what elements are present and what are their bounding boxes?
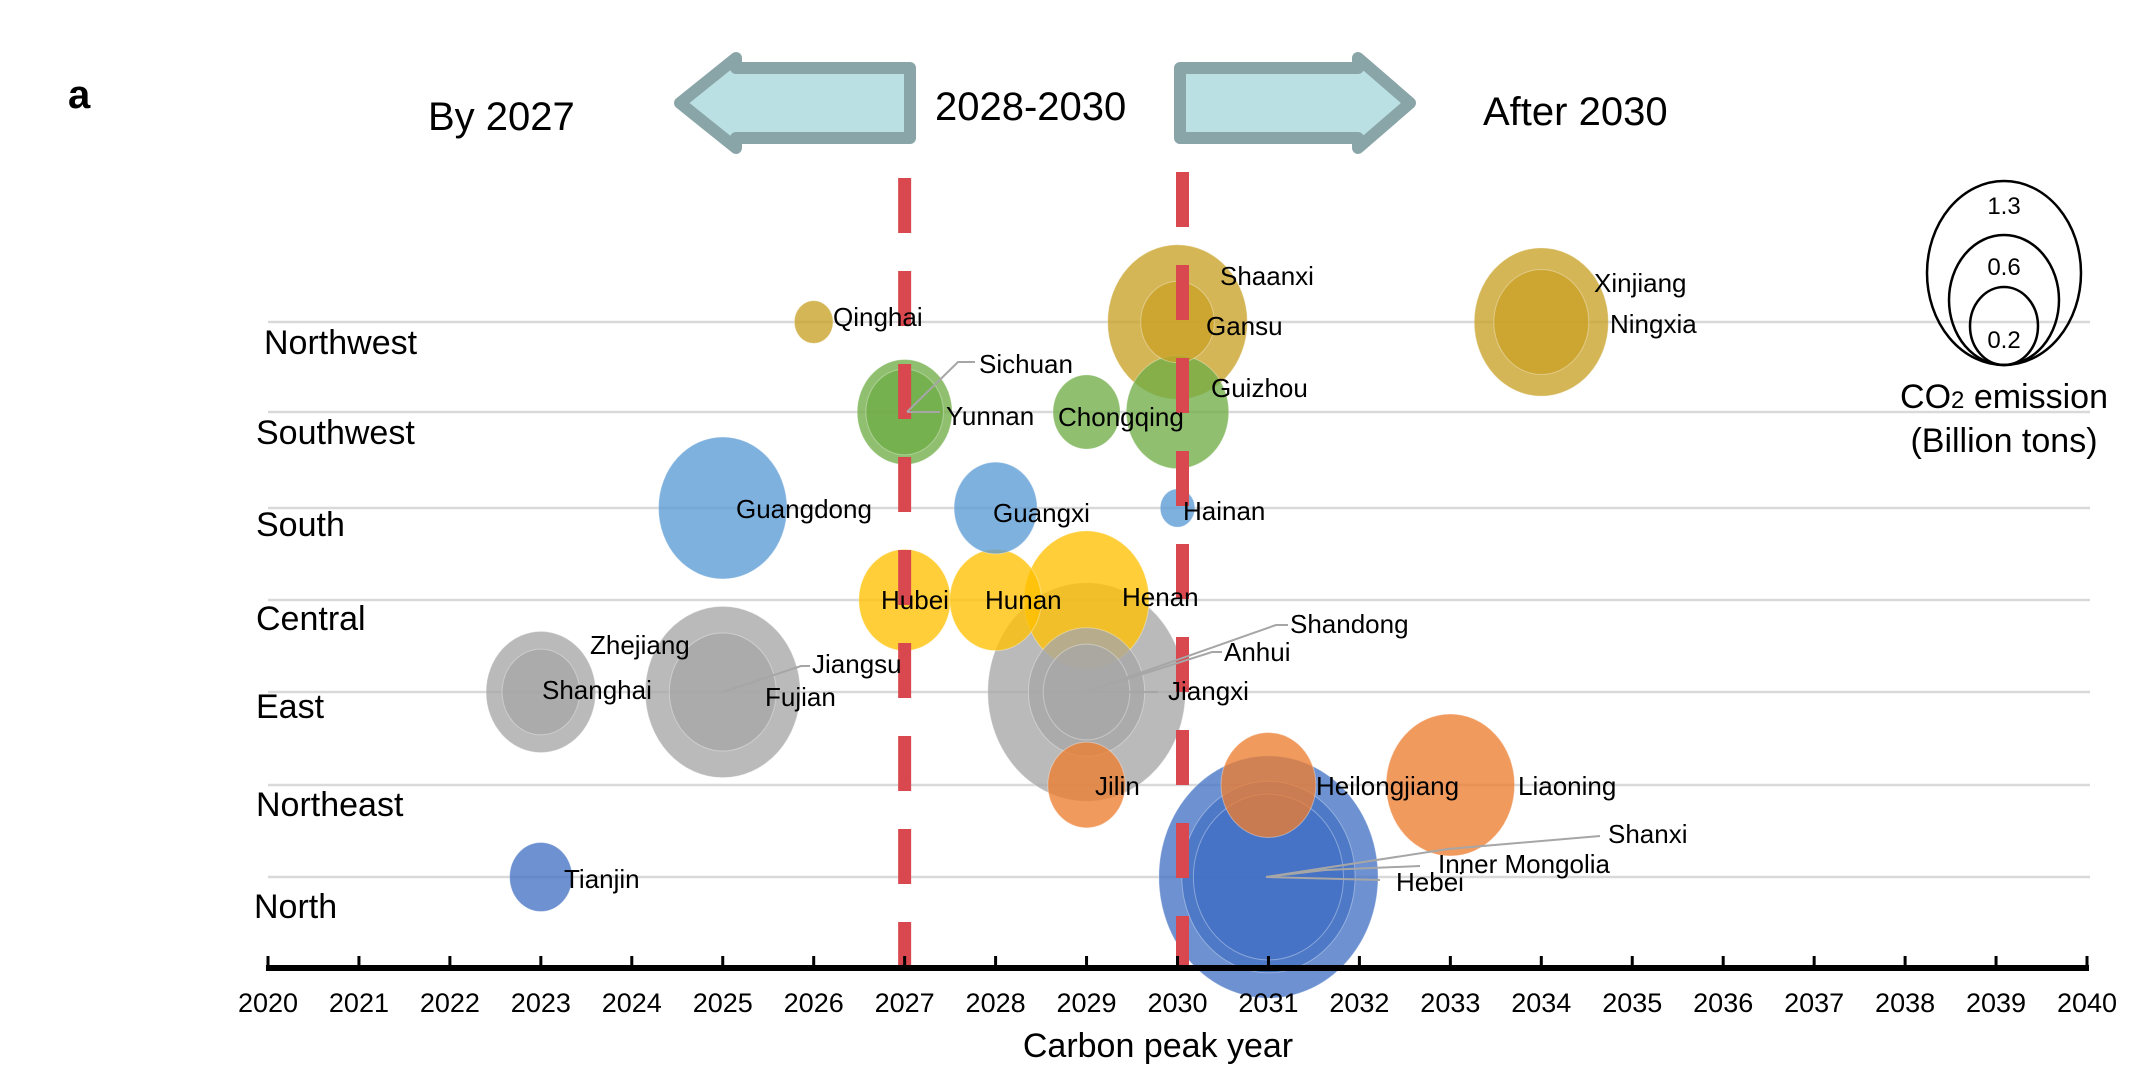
label-yunnan: Yunnan	[946, 401, 1034, 431]
region-labels: Northwest Southwest South Central East Northe…	[254, 324, 418, 926]
x-tick-label-2037: 2037	[1784, 988, 1844, 1018]
region-label-north: North	[254, 888, 337, 926]
bubble-liaoning	[1385, 713, 1516, 857]
province-labels: Qinghai Shaanxi Gansu Xinjiang Ningxia Sichua…	[542, 261, 1697, 897]
x-tick-label-2031: 2031	[1238, 988, 1298, 1018]
label-liaoning: Liaoning	[1518, 771, 1616, 801]
x-tick-label-2027: 2027	[875, 988, 935, 1018]
leader-line-sichuan	[906, 361, 975, 413]
x-tick-label-2036: 2036	[1693, 988, 1753, 1018]
bubble-heilongjiang	[1220, 732, 1317, 838]
x-tick-label-2025: 2025	[693, 988, 753, 1018]
label-hubei: Hubei	[881, 585, 949, 615]
size-legend: 1.3 0.6 0.2 CO2 emission (Billion tons)	[1900, 179, 2108, 460]
legend-value-small: 0.2	[1987, 327, 2020, 354]
phase-label-middle: 2028-2030	[935, 85, 1126, 129]
label-zhejiang: Zhejiang	[590, 630, 690, 660]
x-tick-label-2020: 2020	[238, 988, 298, 1018]
label-inner-mongolia: Inner Mongolia	[1438, 849, 1611, 879]
x-axis: 2020 2021 2022 2023 2024 2025 2026 2027 2028 2029…	[238, 956, 2117, 1018]
region-label-south: South	[256, 506, 345, 544]
legend-value-medium: 0.6	[1987, 254, 2020, 281]
x-tick-label-2035: 2035	[1602, 988, 1662, 1018]
bubble-shanghai	[501, 648, 581, 736]
bubble-guangdong	[657, 436, 788, 580]
x-tick-label-2039: 2039	[1966, 988, 2026, 1018]
phase-label-early: By 2027	[428, 95, 575, 139]
legend-circle-small	[1968, 285, 2040, 367]
label-shaanxi: Shaanxi	[1220, 261, 1314, 291]
x-tick-label-2024: 2024	[602, 988, 662, 1018]
label-guizhou: Guizhou	[1211, 373, 1308, 403]
label-shanghai: Shanghai	[542, 675, 652, 705]
x-tick-label-2021: 2021	[329, 988, 389, 1018]
phase-label-late: After 2030	[1483, 90, 1668, 134]
x-tick-label-2033: 2033	[1420, 988, 1480, 1018]
leader-line-inner-mongolia	[1265, 865, 1421, 878]
bubble-qinghai	[793, 300, 834, 344]
label-gansu: Gansu	[1206, 311, 1283, 341]
legend-value-large: 1.3	[1987, 193, 2020, 220]
x-tick-label-2030: 2030	[1147, 988, 1207, 1018]
label-shanxi: Shanxi	[1608, 819, 1688, 849]
right-arrow-icon	[1174, 52, 1416, 154]
label-qinghai: Qinghai	[833, 302, 923, 332]
leader-line-anhui	[1085, 651, 1222, 693]
label-guangxi: Guangxi	[993, 498, 1090, 528]
region-label-northeast: Northeast	[256, 786, 404, 824]
region-label-southwest: Southwest	[256, 414, 415, 452]
bubble-fujian	[668, 632, 777, 752]
bubble-ningxia	[1493, 269, 1590, 375]
panel-label: a	[68, 73, 91, 117]
region-label-east: East	[256, 688, 325, 726]
x-tick-label-2022: 2022	[420, 988, 480, 1018]
label-sichuan: Sichuan	[979, 349, 1073, 379]
label-xinjiang: Xinjiang	[1594, 268, 1687, 298]
x-tick-label-2034: 2034	[1511, 988, 1571, 1018]
x-tick-label-2029: 2029	[1057, 988, 1117, 1018]
legend-unit: (Billion tons)	[1910, 422, 2097, 460]
left-arrow-icon	[674, 52, 916, 154]
x-axis-title: Carbon peak year	[1023, 1027, 1293, 1065]
leader-line-shandong	[1085, 624, 1288, 693]
label-hebei: Hebei	[1396, 867, 1464, 897]
label-hainan: Hainan	[1183, 496, 1265, 526]
x-tick-label-2023: 2023	[511, 988, 571, 1018]
leader-line-shanxi	[1265, 835, 1601, 878]
bubble-tianjin	[509, 841, 573, 913]
bubble-guangxi	[953, 461, 1038, 555]
label-jiangxi: Jiangxi	[1168, 676, 1249, 706]
label-heilongjiang: Heilongjiang	[1316, 771, 1459, 801]
label-chongqing: Chongqing	[1058, 402, 1184, 432]
region-label-northwest: Northwest	[264, 324, 418, 362]
bubble-jilin	[1047, 741, 1126, 829]
label-jiangsu: Jiangsu	[812, 649, 902, 679]
x-tick-label-2040: 2040	[2057, 988, 2117, 1018]
leader-line-hebei	[1265, 876, 1381, 881]
label-jilin: Jilin	[1095, 771, 1140, 801]
label-tianjin: Tianjin	[564, 864, 640, 894]
x-tick-label-2026: 2026	[784, 988, 844, 1018]
label-guangdong: Guangdong	[736, 494, 872, 524]
x-tick-label-2032: 2032	[1329, 988, 1389, 1018]
label-ningxia: Ningxia	[1610, 309, 1697, 339]
leader-lines	[722, 361, 1601, 881]
label-hunan: Hunan	[985, 585, 1062, 615]
leader-line-jiangsu	[722, 665, 810, 693]
region-label-central: Central	[256, 600, 366, 638]
label-henan: Henan	[1122, 582, 1199, 612]
x-tick-label-2028: 2028	[966, 988, 1026, 1018]
label-fujian: Fujian	[765, 682, 836, 712]
legend-title: CO2 emission	[1900, 378, 2108, 416]
x-tick-label-2038: 2038	[1875, 988, 1935, 1018]
bubble-chongqing	[1052, 374, 1121, 450]
label-shandong: Shandong	[1290, 609, 1409, 639]
label-anhui: Anhui	[1224, 637, 1291, 667]
